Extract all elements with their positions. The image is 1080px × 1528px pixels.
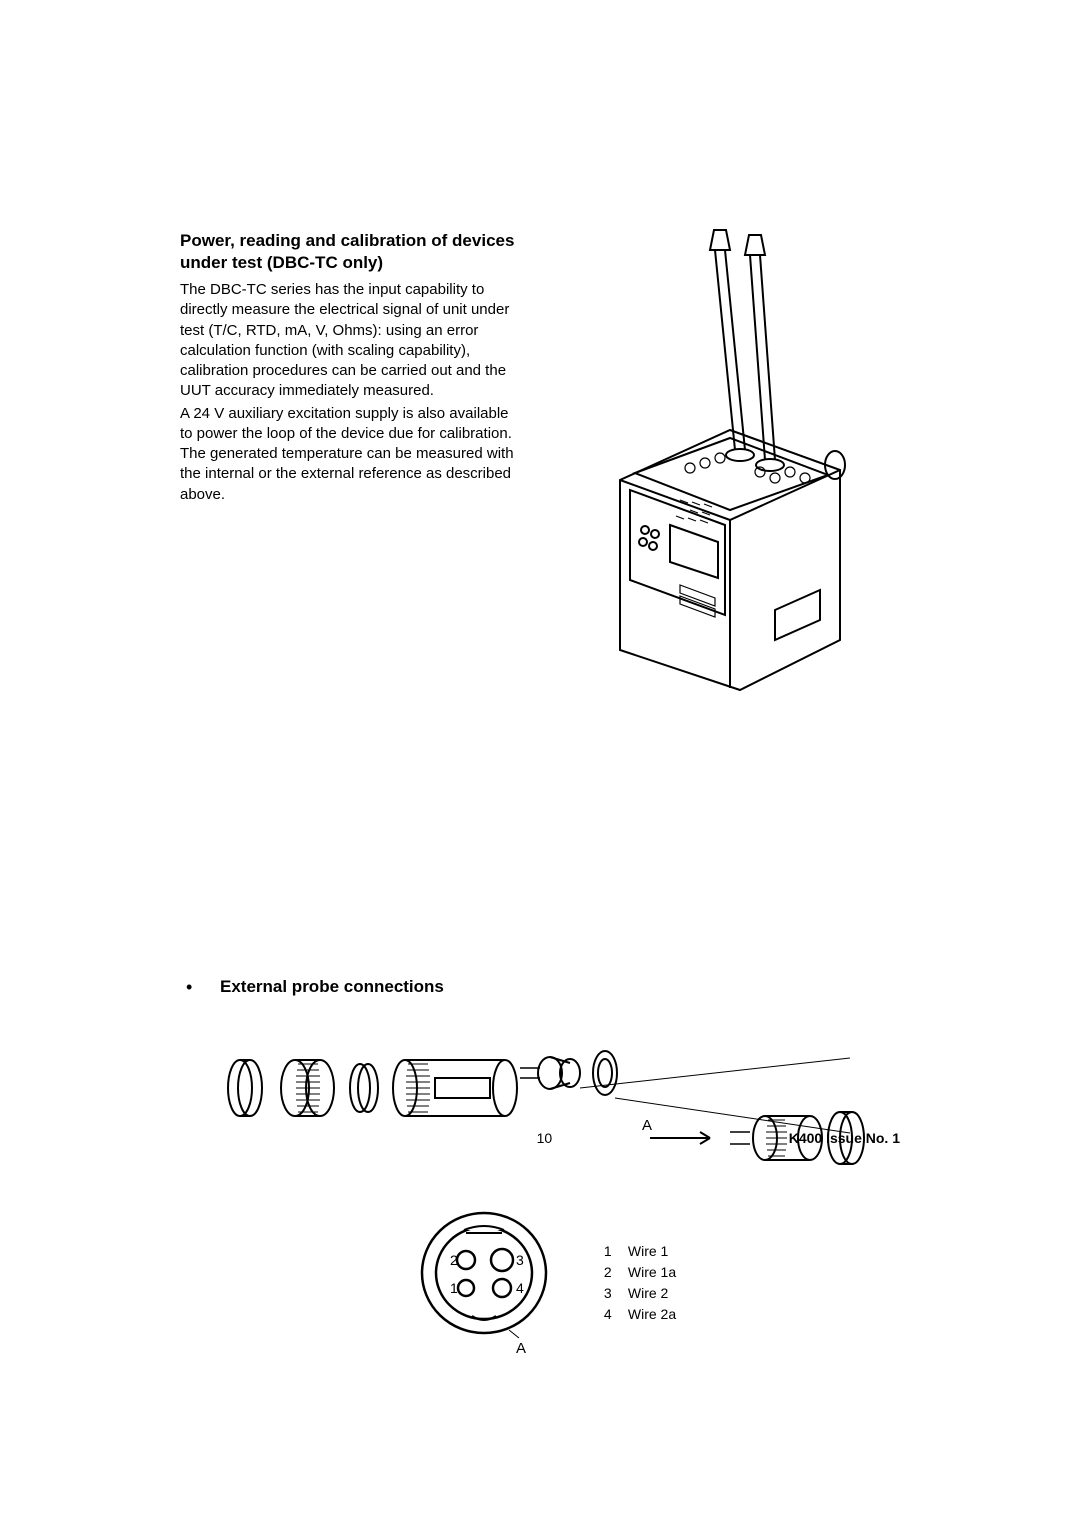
paragraph-2: A 24 V auxiliary excitation supply is al… — [180, 404, 520, 505]
wire-item-2: 2 Wire 1a — [604, 1262, 676, 1283]
pin-label-4: 4 — [516, 1280, 524, 1296]
wire-item-4: 4 Wire 2a — [604, 1304, 676, 1325]
bullet-heading-row: • External probe connections — [180, 977, 900, 998]
wire-num-1: 1 — [604, 1241, 616, 1262]
pin-label-3: 3 — [516, 1252, 524, 1268]
wire-num-4: 4 — [604, 1304, 616, 1325]
top-section: Power, reading and calibration of device… — [180, 230, 900, 507]
pin-label-2: 2 — [450, 1252, 458, 1268]
page-content: Power, reading and calibration of device… — [180, 230, 900, 1368]
pinout-diagram: 2 3 1 4 A — [404, 1198, 574, 1368]
wire-num-2: 2 — [604, 1262, 616, 1283]
wire-item-1: 1 Wire 1 — [604, 1241, 676, 1262]
wire-legend: 1 Wire 1 2 Wire 1a 3 Wire 2 4 Wire 2a — [604, 1241, 676, 1325]
wire-num-3: 3 — [604, 1283, 616, 1304]
section-heading: Power, reading and calibration of device… — [180, 230, 520, 274]
connector-exploded-figure: A — [180, 1018, 900, 1178]
wire-item-3: 3 Wire 2 — [604, 1283, 676, 1304]
wire-label-1: Wire 1 — [628, 1241, 668, 1262]
pin-label-1: 1 — [450, 1280, 458, 1296]
bullet-dot: • — [180, 977, 220, 998]
wire-label-3: Wire 2 — [628, 1283, 668, 1304]
issue-number: K400 Issue No. 1 — [789, 1130, 900, 1146]
wire-label-2: Wire 1a — [628, 1262, 676, 1283]
pinout-label-a: A — [516, 1340, 526, 1357]
connector-exploded-svg: A — [210, 1018, 870, 1178]
bullet-heading: External probe connections — [220, 977, 444, 997]
page-number: 10 — [300, 1130, 789, 1146]
page-footer: 10 K400 Issue No. 1 — [180, 1130, 900, 1146]
paragraph-1: The DBC-TC series has the input capabili… — [180, 280, 520, 402]
text-column: Power, reading and calibration of device… — [180, 230, 520, 507]
pinout-section: 2 3 1 4 A 1 Wire 1 2 Wire 1a 3 Wire 2 4 … — [180, 1198, 900, 1368]
calibrator-device-illustration — [560, 220, 880, 700]
wire-label-4: Wire 2a — [628, 1304, 676, 1325]
device-figure-column — [540, 230, 900, 507]
